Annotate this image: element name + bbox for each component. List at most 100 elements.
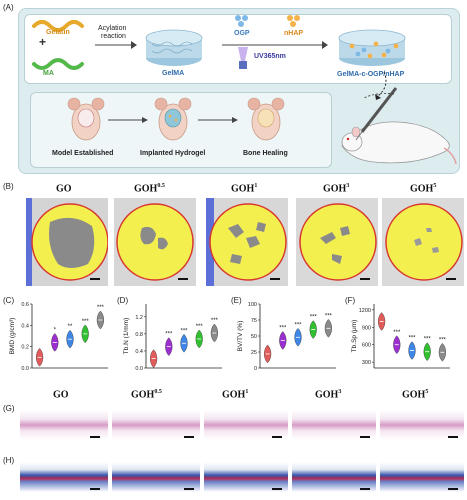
group-label-g4: GOH3 [315, 389, 342, 401]
scale-bar [270, 278, 280, 280]
skull-defect-icon [67, 97, 105, 141]
nhap-label: nHAP [284, 30, 304, 37]
significance-label: *** [97, 305, 105, 311]
significance-label: *** [180, 328, 188, 334]
y-tick-label: 0.0 [135, 366, 143, 372]
y-tick-label: 25 [251, 350, 257, 356]
significance-label: *** [211, 318, 219, 324]
significance-label: *** [439, 337, 447, 343]
y-tick-label: 100 [248, 302, 257, 308]
chart-tbn: 0.0 0.4 0.8 1.2 Tb.N (1/mm) *** *** *** *** [123, 304, 222, 372]
y-tick-label: 0 [254, 366, 257, 372]
acylation-label: Acylation [98, 25, 127, 32]
y-tick-label: 0.6 [21, 302, 29, 308]
significance-label: *** [82, 319, 90, 325]
panel-label-a: (A) [3, 3, 14, 12]
significance-label: *** [196, 324, 204, 330]
masson-section-goh3 [292, 462, 376, 492]
y-axis-label: BMD (g/cm³) [9, 318, 16, 355]
masson-section-goh1 [204, 462, 288, 492]
arrow-right-icon-2 [222, 41, 328, 49]
gelatin-strand-icon [32, 20, 84, 32]
scale-bar [360, 278, 370, 280]
significance-label: *** [408, 336, 416, 342]
product-dish-icon [338, 29, 406, 66]
skull-healed-icon [247, 97, 285, 141]
significance-label: *** [165, 332, 173, 338]
panel-label-f: (F) [345, 296, 356, 305]
scale-bar [446, 278, 456, 280]
group-label-b5: GOH5 [410, 183, 437, 195]
chart-bvtv: 0 25 50 75 100 BV/TV (%) *** *** *** *** [237, 302, 336, 372]
masson-section-goh05 [112, 462, 200, 492]
rat-injection-icon [341, 87, 457, 165]
y-tick-label: 900 [362, 325, 371, 331]
group-label-b1: GO [56, 183, 72, 195]
panel-label-h: (H) [3, 456, 15, 465]
panel-label-d: (D) [117, 296, 129, 305]
group-label-g1: GO [53, 389, 69, 401]
step-model-established: Model Established [52, 150, 114, 157]
y-tick-label: 300 [362, 360, 371, 366]
panel-label-c: (C) [3, 296, 15, 305]
ma-strand-icon [32, 58, 84, 70]
step-bone-healing: Bone Healing [243, 150, 288, 157]
gelatin-ma-illustration [32, 20, 84, 70]
group-label-b3: GOH1 [231, 183, 258, 195]
scale-bar [178, 278, 188, 280]
skull-hydrogel-icon [154, 97, 192, 141]
step-implanted-hydrogel: Implanted Hydrogel [140, 150, 206, 157]
arrow-right-icon [95, 41, 137, 49]
significance-label: *** [424, 337, 432, 343]
significance-label: *** [279, 326, 287, 332]
panel-label-g: (G) [3, 404, 15, 413]
ct-image-goh05 [114, 198, 196, 286]
panel-label-e: (E) [231, 296, 242, 305]
significance-label: * [54, 327, 57, 333]
ct-image-goh3 [296, 198, 378, 286]
y-tick-label: 0.0 [21, 366, 29, 372]
uv-lamp-icon [238, 47, 248, 69]
ct-image-goh1 [206, 198, 288, 286]
reaction-label: reaction [101, 33, 126, 40]
y-axis-label: Tb.N (1/mm) [123, 318, 130, 354]
y-tick-label: 50 [251, 334, 257, 340]
dashed-arrow-icon [375, 71, 387, 100]
nhap-particles-icon [287, 15, 300, 27]
group-label-g3: GOH1 [222, 389, 249, 401]
y-tick-label: 75 [251, 318, 257, 324]
uv-label: UV365nm [254, 53, 286, 60]
he-section-goh05 [112, 410, 200, 440]
y-tick-label: 0.4 [21, 323, 29, 329]
scale-bar [90, 278, 100, 280]
masson-section-go [20, 462, 108, 492]
plus-sign: + [39, 35, 47, 49]
ct-image-goh5 [382, 198, 464, 286]
arrow-right-icon-4 [198, 117, 238, 123]
ogp-particles-icon [235, 15, 248, 27]
significance-label: *** [310, 315, 318, 321]
he-section-go [20, 410, 108, 440]
he-section-goh5 [380, 410, 464, 440]
y-tick-label: 0.8 [135, 332, 143, 338]
ma-label: MA [43, 70, 54, 77]
ct-image-go [26, 198, 108, 286]
gelma-dish-icon [145, 29, 203, 66]
y-tick-label: 600 [362, 343, 371, 349]
significance-label: ** [68, 324, 73, 330]
he-section-goh1 [204, 410, 288, 440]
gelma-label: GelMA [162, 70, 185, 77]
group-label-g2: GOH0.5 [131, 389, 162, 401]
gelatin-label: Gelatin [46, 29, 70, 36]
significance-label: *** [393, 330, 401, 336]
group-label-b2: GOH0.5 [134, 183, 165, 195]
y-tick-label: 0.2 [21, 345, 29, 351]
masson-section-goh5 [380, 462, 464, 492]
y-axis-label: BV/TV (%) [237, 321, 244, 352]
product-label: GelMA-c-OGP/nHAP [337, 71, 405, 78]
significance-label: *** [325, 313, 333, 319]
panel-label-b: (B) [3, 182, 14, 191]
y-axis-label: Tb.Sp (μm) [351, 320, 358, 353]
